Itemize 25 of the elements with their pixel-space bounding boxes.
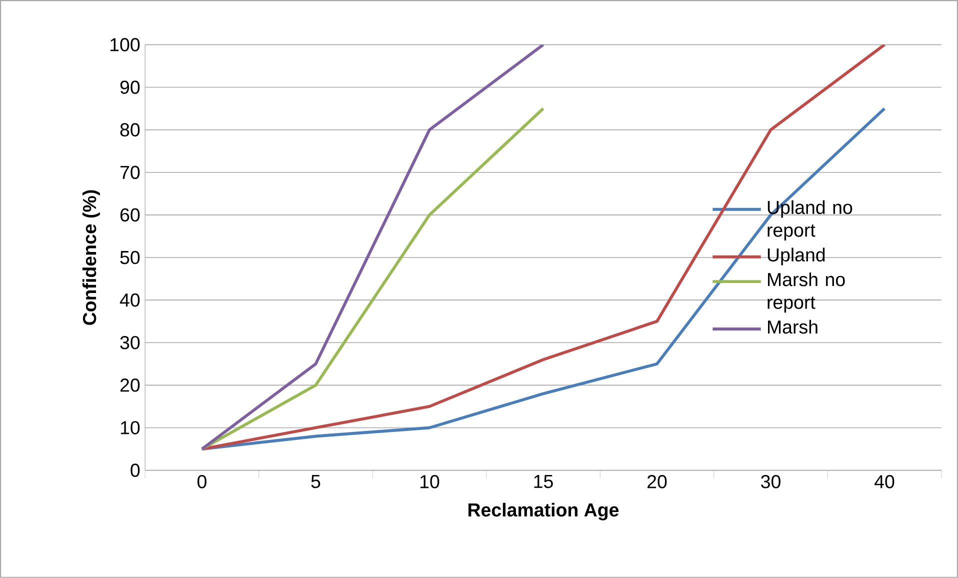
y-tick-label: 20	[120, 378, 140, 392]
y-tick-label: 10	[120, 421, 140, 434]
line-series	[200, 44, 545, 451]
y-tick-label: 90	[120, 80, 140, 94]
x-tick-label: 30	[761, 475, 780, 488]
legend-label: Marsh	[768, 320, 818, 334]
y-tick-label: 40	[120, 293, 140, 307]
x-axis-title: Reclamation Age	[468, 502, 619, 520]
y-tick-label: 70	[120, 166, 140, 180]
y-tick-label: 0	[130, 464, 140, 477]
x-tick-label: 40	[874, 475, 894, 488]
y-axis-title: Confidence (%)	[82, 190, 100, 325]
y-tick-label: 80	[120, 123, 140, 136]
x-tick-label: 0	[197, 475, 206, 488]
x-tick-label: 20	[648, 475, 667, 488]
y-tick-label: 50	[120, 250, 140, 264]
x-tick-label: 5	[311, 475, 320, 488]
legend-label: Upland	[768, 248, 825, 266]
line-series	[200, 44, 886, 451]
legend-label: Marsh no report	[768, 272, 845, 313]
y-tick-label: 30	[120, 336, 140, 350]
y-tick-label: 100	[110, 38, 140, 52]
y-tick-label: 60	[120, 208, 140, 222]
x-tick-label: 10	[420, 475, 440, 488]
x-tick-label: 15	[534, 475, 553, 488]
